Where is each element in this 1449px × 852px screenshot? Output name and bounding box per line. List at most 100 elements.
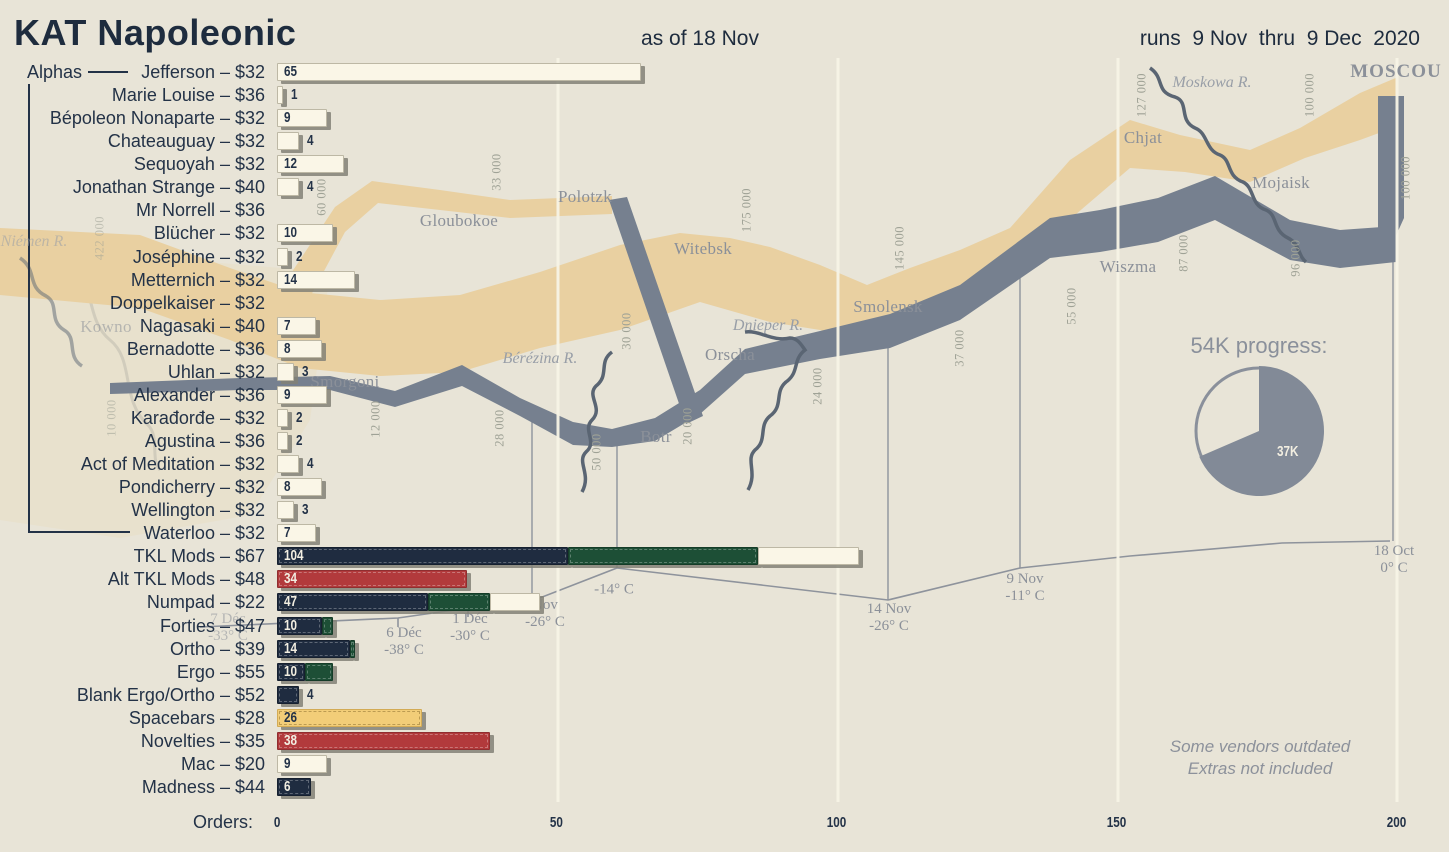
bar-segment-green [321,616,333,635]
row-label-alexander: Alexander – $36 [133,384,265,405]
bar-segment-navy: 47 [277,593,429,612]
row-label-kara-or-e: Karađorđe – $32 [130,407,265,428]
bar-segment-cream: 8 [277,478,322,497]
bar-value: 7 [284,524,291,542]
pie-filled-slice [1199,366,1325,497]
bar-segment-navy: 6 [277,778,311,796]
bar-segment-cream: 8 [277,339,322,358]
bar-segment-navy [277,685,300,704]
rivers [18,66,1308,493]
bar-segment-green [567,547,759,566]
bar-segment-green [428,593,490,612]
x-axis-label: Orders: [192,812,253,832]
bar-segment-cream [277,247,289,266]
row-label-ortho: Ortho – $39 [169,638,265,659]
progress-pie [1194,366,1325,497]
retreat-band-moscow [1378,96,1404,240]
bar-value: 8 [284,339,291,357]
bar-value: 3 [301,362,309,380]
berezina-river [580,350,614,493]
bar-value: 9 [284,385,291,403]
row-label-chateauguay: Chateauguay – $32 [107,131,265,152]
polotzk-corps-strip [609,197,703,424]
bar-segment-cream [277,362,294,381]
bar-value: 26 [284,708,298,726]
bar-value: 104 [284,547,304,565]
niemen-river [18,256,84,368]
row-label-uhlan: Uhlan – $32 [167,361,265,382]
bar-value: 12 [284,155,298,173]
bar-segment-cream: 9 [277,385,328,404]
row-label-mac: Mac – $20 [180,753,265,774]
bar-value: 2 [296,432,303,450]
row-label-jonathan-strange: Jonathan Strange – $40 [72,177,265,198]
as-of-date: as of 18 Nov [641,27,759,50]
bar-segment-green [304,662,333,681]
note-vendors: Some vendors outdated [1169,737,1351,756]
pie-value-label: 37K [1277,443,1299,460]
bar-segment-navy: 104 [277,547,568,566]
moskowa-river [1148,66,1308,264]
bar-value: 14 [284,270,298,288]
bar-segment-navy: 14 [277,639,350,658]
advance-branch [280,181,612,312]
bar-segment-cream [277,132,300,151]
bar-segment-cream [758,547,859,566]
bar-value: 2 [296,247,303,265]
bar-segment-gold: 26 [277,708,423,727]
pie-title: 54K progress: [1190,333,1328,358]
bar-value: 38 [284,731,298,749]
row-label-marie-louise: Marie Louise – $36 [111,85,265,106]
bar-value: 8 [284,478,291,496]
bar-value: 2 [296,408,303,426]
alphas-group-label: Alphas [26,62,82,82]
bar-value: 4 [307,455,314,473]
bar-segment-cream [277,432,289,451]
row-label-doppelkaiser: Doppelkaiser – $32 [109,292,265,313]
bar-segment-cream [277,501,294,520]
bar-segment-cream [277,178,300,197]
dnieper-river [744,330,808,491]
row-label-numpad: Numpad – $22 [146,592,265,613]
bar-segment-cream [277,86,283,105]
bar-value: 1 [290,86,298,104]
bar-value: 34 [284,570,298,588]
row-label-agustina: Agustina – $36 [144,431,265,452]
bar-segment-cream: 12 [277,155,345,174]
retreat-band [110,176,1396,447]
row-label-wellington: Wellington – $32 [131,500,265,521]
bar-value: 4 [307,178,314,196]
row-label-b-poleon-nonaparte: Bépoleon Nonaparte – $32 [49,108,265,129]
row-label-bl-cher: Blücher – $32 [153,223,265,244]
row-label-pondicherry: Pondicherry – $32 [118,477,265,498]
row-label-jos-phine: Joséphine – $32 [132,246,265,267]
bar-value: 10 [284,616,298,634]
bar-segment-cream: 7 [277,524,317,543]
bar-value: 10 [284,662,298,680]
row-label-tkl-mods: TKL Mods – $67 [133,546,265,567]
bar-segment-green [349,639,356,658]
bar-segment-cream: 65 [277,63,641,81]
page-title: KAT Napoleonic [14,12,297,53]
bar-segment-cream [489,593,540,612]
row-label-waterloo: Waterloo – $32 [143,523,265,544]
row-label-spacebars: Spacebars – $28 [128,707,265,728]
row-label-nagasaki: Nagasaki – $40 [139,315,265,336]
bar-value: 10 [284,224,298,242]
row-label-novelties: Novelties – $35 [140,730,265,751]
row-label-metternich: Metternich – $32 [130,269,265,290]
row-label-sequoyah: Sequoyah – $32 [133,154,265,175]
bar-segment-cream: 7 [277,316,317,335]
tick-value: 100 [826,814,847,831]
note-extras: Extras not included [1187,759,1333,778]
bar-value: 9 [284,754,291,772]
bar-value: 3 [301,501,309,519]
row-label-madness: Madness – $44 [141,777,265,797]
x-axis-tick-200: 200 [1366,812,1426,832]
x-axis-tick-150: 150 [1086,812,1146,832]
row-label-act-of-meditation: Act of Meditation – $32 [80,454,265,475]
advance-band [0,77,1398,376]
run-dates: runs 9 Nov thru 9 Dec 2020 [1139,27,1420,50]
x-axis-tick-0: 0 [247,812,307,832]
